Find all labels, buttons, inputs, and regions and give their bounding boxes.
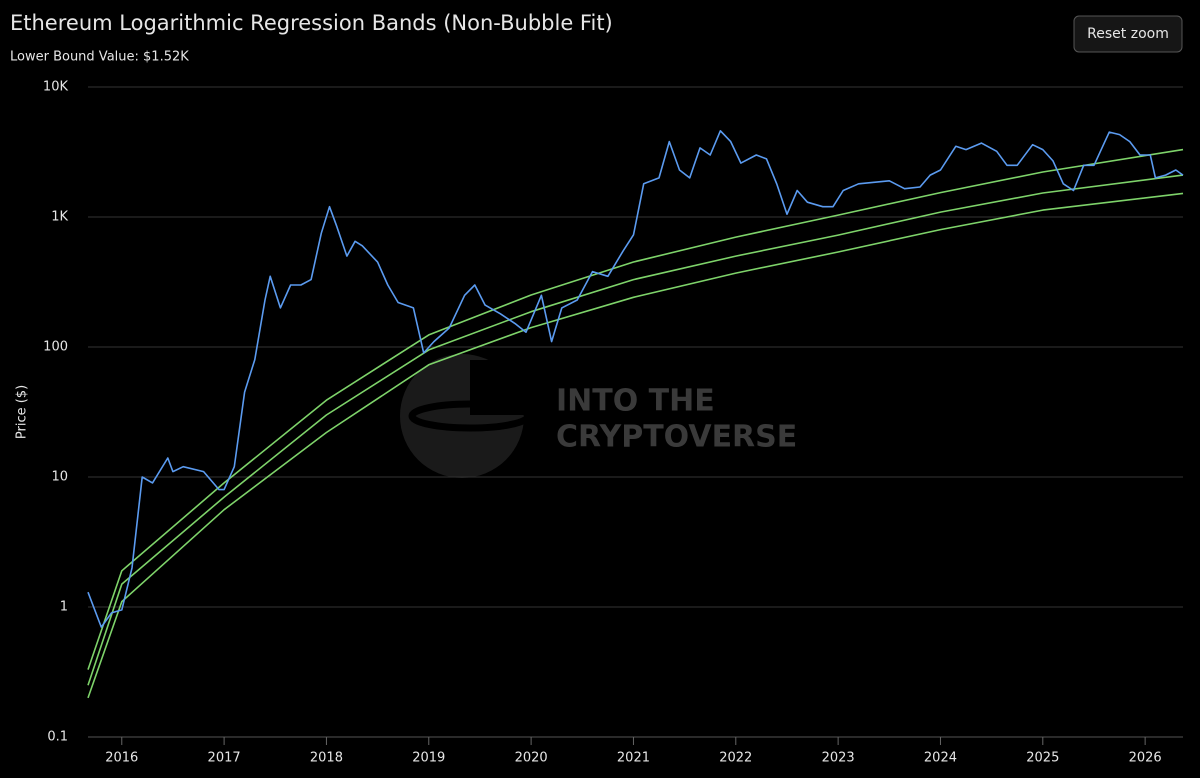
x-tick-label: 2020 [515,751,548,766]
chart-title: Ethereum Logarithmic Regression Bands (N… [10,11,613,35]
x-tick-label: 2017 [208,751,241,766]
y-tick-label: 100 [43,340,68,355]
button-frame[interactable] [1073,15,1183,53]
chart-subtitle: Lower Bound Value: $1.52K [10,50,189,65]
y-tick-label: 1K [51,210,68,225]
logo-cut [470,360,530,415]
watermark-text: INTO THE [556,384,715,419]
watermark-text: CRYPTOVERSE [556,420,797,455]
x-tick-label: 2022 [719,751,752,766]
series-line [87,192,1184,699]
x-tick-label: 2018 [310,751,343,766]
y-tick-label: 0.1 [47,730,68,745]
x-tick-label: 2021 [617,751,650,766]
x-tick-label: 2026 [1129,751,1162,766]
x-tick-label: 2024 [924,751,957,766]
x-tick-label: 2016 [105,751,138,766]
x-tick-label: 2023 [822,751,855,766]
button-label[interactable]: Reset zoom [1087,26,1169,42]
logo-ring [408,400,532,432]
y-tick-label: 10 [51,470,68,485]
watermark-logo [400,354,532,478]
logo-circle [400,354,524,478]
y-axis-label: Price ($) [15,385,30,439]
series-line [87,148,1184,670]
y-tick-label: 10K [43,80,69,95]
series-line [87,130,1184,628]
x-tick-label: 2025 [1026,751,1059,766]
y-tick-label: 1 [60,600,68,615]
reset-zoom-button[interactable]: Reset zoom [1073,15,1183,53]
series-line [87,174,1184,686]
x-tick-label: 2019 [412,751,445,766]
